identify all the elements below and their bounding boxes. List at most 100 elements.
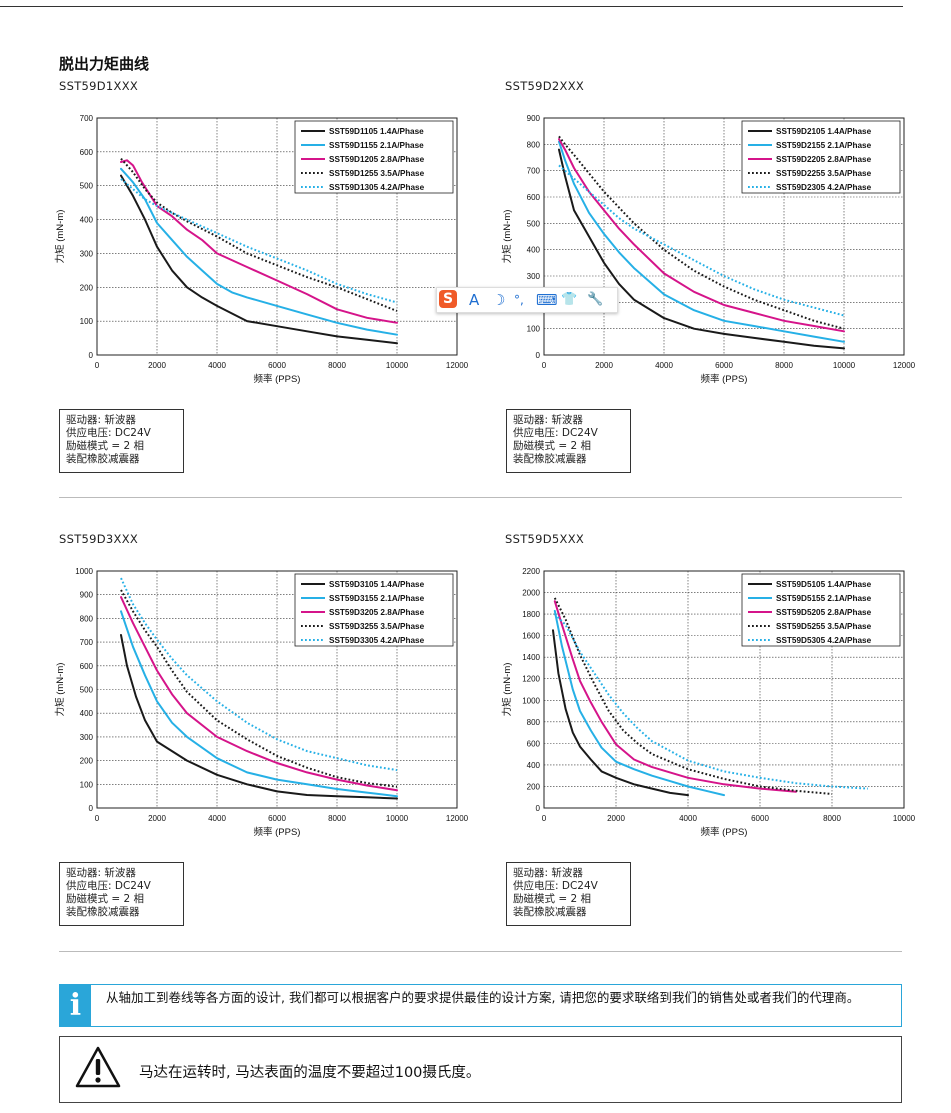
legend-box [294, 120, 454, 194]
y-axis-label: 力矩 (mN-m) [501, 663, 513, 717]
x-tick-label: 12000 [446, 814, 469, 823]
y-tick-label: 600 [80, 148, 94, 157]
y-tick-label: 500 [80, 686, 94, 695]
torque-chart-d1: 0 2000 4000 6000 8000 10000 12000 0 100 200 300 400… [54, 114, 469, 385]
x-tick-label: 8000 [823, 814, 841, 823]
plot-frame [96, 117, 458, 356]
legend-label: SST59D1155 2.1A/Phase [329, 141, 424, 150]
y-axis-label: 力矩 (mN-m) [54, 663, 66, 717]
torque-chart-d5: 0 2000 4000 6000 8000 10000 0 200 400 600 800 1000 1… [501, 567, 916, 838]
legend-label: SST59D5105 1.4A/Phase [776, 580, 872, 589]
series-line-1 [120, 174, 398, 345]
legend-label: SST59D1205 2.8A/Phase [329, 155, 425, 164]
y-tick-label: 900 [527, 114, 541, 123]
x-tick-label: 8000 [328, 361, 346, 370]
y-tick-label: 400 [80, 216, 94, 225]
y-tick-label: 700 [80, 638, 94, 647]
x-tick-label: 6000 [268, 814, 286, 823]
y-tick-label: 900 [80, 591, 94, 600]
legend-label: SST59D3105 1.4A/Phase [329, 580, 425, 589]
x-axis-label: 频率 (PPS) [254, 826, 301, 838]
plot-frame [543, 570, 905, 809]
y-tick-label: 200 [80, 757, 94, 766]
section-divider [59, 497, 902, 498]
ime-moon-icon[interactable]: ☽ [492, 291, 506, 309]
series-line-1 [558, 148, 845, 350]
y-tick-label: 400 [527, 246, 541, 255]
y-tick-label: 400 [527, 761, 541, 770]
ime-logo-icon[interactable]: S [439, 290, 457, 308]
legend-label: SST59D1305 4.2A/Phase [329, 183, 425, 192]
y-tick-label: 1800 [522, 610, 540, 619]
x-tick-label: 12000 [446, 361, 469, 370]
mode-text: 励磁模式 = 2 相 [513, 440, 591, 452]
series-line-1 [120, 634, 398, 800]
warning-triangle-icon [75, 1046, 121, 1088]
driver-text: 驱动器: 斩波器 [513, 414, 583, 426]
y-tick-label: 0 [89, 804, 94, 813]
mode-text: 励磁模式 = 2 相 [66, 440, 144, 452]
y-axis-label: 力矩 (mN-m) [54, 210, 66, 264]
ime-skin-icon[interactable]: 👕 [561, 292, 578, 307]
info-icon: i [60, 985, 91, 1026]
legend-label: SST59D5305 4.2A/Phase [776, 636, 872, 645]
y-tick-label: 200 [80, 283, 94, 292]
ime-mode-icon[interactable]: A [469, 291, 480, 309]
y-tick-label: 300 [527, 272, 541, 281]
series-line-3 [120, 159, 398, 324]
legend-label: SST59D3255 3.5A/Phase [329, 622, 425, 631]
legend-label: SST59D5255 3.5A/Phase [776, 622, 872, 631]
drive-conditions-box: 驱动器: 斩波器 供应电压: DC24V 励磁模式 = 2 相 装配橡胶减震器 [59, 862, 184, 926]
section-divider [59, 951, 902, 952]
info-note: i 从轴加工到卷线等各方面的设计, 我们都可以根据客户的要求提供最佳的设计方案,… [59, 984, 902, 1027]
ime-toolbar[interactable]: S A ☽ °, ⌨ 👕 🔧 [436, 287, 618, 313]
y-tick-label: 500 [80, 182, 94, 191]
voltage-text: 供应电压: DC24V [513, 427, 598, 439]
x-tick-label: 2000 [148, 361, 166, 370]
legend-box [741, 573, 901, 647]
ime-tools-icon[interactable]: 🔧 [587, 292, 604, 307]
x-tick-label: 12000 [893, 361, 916, 370]
model-label-d3: SST59D3XXX [59, 532, 139, 546]
ime-keyboard-icon[interactable]: ⌨ [536, 291, 558, 309]
series-line-2 [120, 610, 398, 798]
y-tick-label: 1400 [522, 653, 540, 662]
series-line-1 [552, 629, 689, 797]
info-note-text: 从轴加工到卷线等各方面的设计, 我们都可以根据客户的要求提供最佳的设计方案, 请… [106, 990, 860, 1005]
voltage-text: 供应电压: DC24V [513, 880, 598, 892]
drive-conditions-box: 驱动器: 斩波器 供应电压: DC24V 励磁模式 = 2 相 装配橡胶减震器 [506, 862, 631, 926]
damper-text: 装配橡胶减震器 [66, 453, 140, 465]
warning-note: 马达在运转时, 马达表面的温度不要超过100摄氏度。 [59, 1036, 902, 1103]
model-label-d5: SST59D5XXX [505, 532, 585, 546]
x-tick-label: 8000 [775, 361, 793, 370]
warning-text: 马达在运转时, 马达表面的温度不要超过100摄氏度。 [139, 1065, 481, 1081]
mode-text: 励磁模式 = 2 相 [513, 893, 591, 905]
legend-label: SST59D5155 2.1A/Phase [776, 594, 872, 603]
series-line-4 [120, 157, 398, 312]
legend-label: SST59D3155 2.1A/Phase [329, 594, 425, 603]
legend-label: SST59D2305 4.2A/Phase [776, 183, 872, 192]
y-tick-label: 2000 [522, 589, 540, 598]
legend-box [741, 120, 901, 194]
section-title: 脱出力矩曲线 [59, 55, 150, 73]
x-tick-label: 6000 [715, 361, 733, 370]
damper-text: 装配橡胶减震器 [513, 906, 587, 918]
series-line-3 [553, 600, 797, 793]
y-tick-label: 800 [527, 718, 541, 727]
model-label-d1: SST59D1XXX [59, 79, 139, 93]
driver-text: 驱动器: 斩波器 [66, 867, 136, 879]
y-tick-label: 300 [80, 733, 94, 742]
plot-frame [543, 117, 905, 356]
y-tick-label: 400 [80, 709, 94, 718]
voltage-text: 供应电压: DC24V [66, 880, 151, 892]
drive-conditions-box: 驱动器: 斩波器 供应电压: DC24V 励磁模式 = 2 相 装配橡胶减震器 [506, 409, 631, 473]
x-tick-label: 4000 [208, 361, 226, 370]
x-tick-label: 8000 [328, 814, 346, 823]
legend-label: SST59D2205 2.8A/Phase [776, 155, 872, 164]
damper-text: 装配橡胶减震器 [513, 453, 587, 465]
voltage-text: 供应电压: DC24V [66, 427, 151, 439]
ime-punct-icon[interactable]: °, [514, 293, 524, 307]
y-tick-label: 500 [527, 219, 541, 228]
series-line-2 [553, 609, 725, 797]
y-tick-label: 700 [527, 167, 541, 176]
